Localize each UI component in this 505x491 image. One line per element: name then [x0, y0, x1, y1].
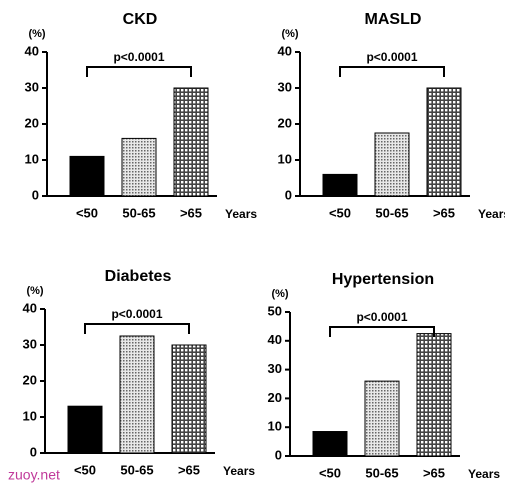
x-tick-label: >65	[178, 462, 200, 477]
bar	[171, 344, 207, 454]
bar	[312, 431, 348, 457]
y-tick-label: 20	[268, 390, 282, 405]
y-tick-label: 20	[278, 115, 292, 130]
bar	[173, 87, 209, 197]
y-tick-label: 20	[25, 115, 39, 130]
bar	[426, 87, 462, 197]
significance-bracket	[339, 66, 445, 77]
annotation: p<0.0001	[356, 310, 407, 324]
y-tick-label: 30	[25, 79, 39, 94]
x-unit: Years	[225, 207, 257, 221]
bar	[119, 335, 155, 454]
y-tick-label: 30	[278, 79, 292, 94]
x-tick-label: 50-65	[375, 205, 408, 220]
x-unit: Years	[468, 467, 500, 481]
chart-title: CKD	[123, 11, 158, 28]
y-tick-label: 40	[23, 300, 37, 315]
y-unit: (%)	[28, 28, 45, 40]
bar	[322, 173, 358, 197]
x-tick-label: <50	[319, 465, 341, 480]
x-tick-label: 50-65	[120, 462, 153, 477]
x-tick-label: <50	[74, 462, 96, 477]
y-tick-label: 40	[278, 43, 292, 58]
bar	[69, 155, 105, 197]
annotation: p<0.0001	[366, 50, 417, 64]
y-tick-label: 0	[275, 447, 282, 462]
chart-title: Diabetes	[105, 268, 172, 285]
x-tick-label: 50-65	[365, 465, 398, 480]
significance-bracket	[329, 326, 435, 337]
y-unit: (%)	[26, 285, 43, 297]
annotation: p<0.0001	[113, 50, 164, 64]
significance-bracket	[84, 323, 190, 334]
bar	[121, 137, 157, 197]
y-tick-label: 10	[25, 151, 39, 166]
chart-title: MASLD	[365, 11, 422, 28]
y-unit: (%)	[281, 28, 298, 40]
bar	[416, 333, 452, 457]
y-tick-label: 0	[285, 187, 292, 202]
bar	[67, 405, 103, 454]
bar	[364, 380, 400, 457]
y-tick-label: 40	[25, 43, 39, 58]
watermark: zuoy.net	[8, 467, 60, 483]
y-tick-label: 10	[23, 408, 37, 423]
y-tick-label: 0	[32, 187, 39, 202]
y-tick-label: 30	[23, 336, 37, 351]
annotation: p<0.0001	[111, 307, 162, 321]
chart-title: Hypertension	[332, 271, 434, 288]
y-tick-label: 40	[268, 332, 282, 347]
y-tick-label: 20	[23, 372, 37, 387]
significance-bracket	[86, 66, 192, 77]
y-tick-label: 30	[268, 361, 282, 376]
x-tick-label: <50	[329, 205, 351, 220]
x-tick-label: <50	[76, 205, 98, 220]
y-unit: (%)	[271, 288, 288, 300]
bar	[374, 132, 410, 197]
x-tick-label: >65	[180, 205, 202, 220]
x-tick-label: >65	[433, 205, 455, 220]
y-tick-label: 50	[268, 303, 282, 318]
x-tick-label: >65	[423, 465, 445, 480]
y-tick-label: 10	[278, 151, 292, 166]
x-tick-label: 50-65	[122, 205, 155, 220]
x-unit: Years	[478, 207, 505, 221]
x-unit: Years	[223, 464, 255, 478]
y-tick-label: 10	[268, 419, 282, 434]
y-tick-label: 0	[30, 444, 37, 459]
